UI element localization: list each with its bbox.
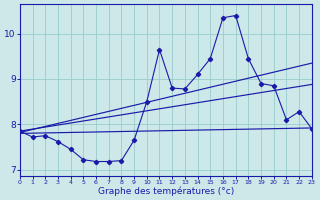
- X-axis label: Graphe des températures (°c): Graphe des températures (°c): [98, 186, 234, 196]
